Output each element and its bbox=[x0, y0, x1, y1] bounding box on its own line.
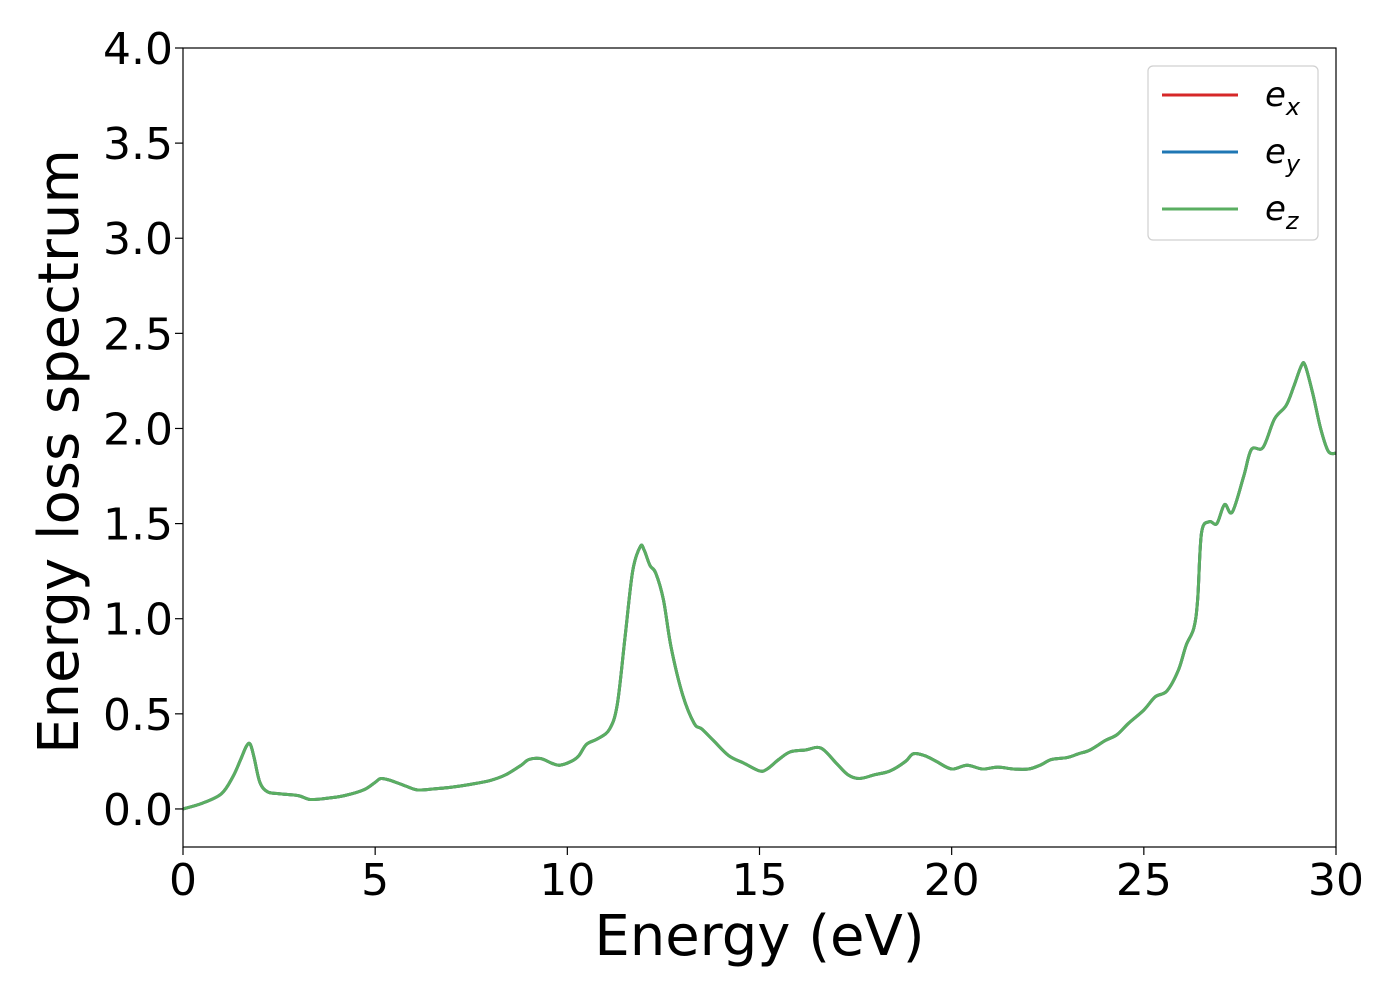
y-axis-label: Energy loss spectrum bbox=[27, 149, 92, 754]
y-tick-label: 3.0 bbox=[103, 214, 173, 265]
y-axis: 0.0 0.5 1.0 1.5 2.0 2.5 3.0 3.5 4.0 bbox=[103, 24, 183, 836]
x-tick-label: 10 bbox=[539, 855, 595, 906]
series-line-e-z bbox=[183, 361, 1336, 811]
x-axis: 0 5 10 15 20 25 30 bbox=[169, 847, 1364, 906]
y-tick-label: 0.5 bbox=[103, 690, 173, 741]
legend-label: ex bbox=[1265, 75, 1301, 121]
legend-label: ez bbox=[1265, 189, 1300, 235]
x-tick-label: 5 bbox=[361, 855, 389, 906]
legend-label: ey bbox=[1265, 132, 1301, 178]
y-tick-label: 3.5 bbox=[103, 119, 173, 170]
x-tick-label: 15 bbox=[732, 855, 788, 906]
y-tick-label: 2.5 bbox=[103, 309, 173, 360]
x-tick-label: 20 bbox=[924, 855, 980, 906]
x-axis-label: Energy (eV) bbox=[594, 904, 924, 969]
x-tick-label: 0 bbox=[169, 855, 197, 906]
x-tick-label: 30 bbox=[1308, 855, 1364, 906]
y-tick-label: 1.0 bbox=[103, 595, 173, 646]
y-tick-label: 1.5 bbox=[103, 500, 173, 551]
x-tick-label: 25 bbox=[1116, 855, 1172, 906]
y-tick-label: 0.0 bbox=[103, 785, 173, 836]
y-tick-label: 4.0 bbox=[103, 24, 173, 75]
series-layer bbox=[183, 361, 1336, 811]
y-tick-label: 2.0 bbox=[103, 404, 173, 455]
legend: ex ey ez bbox=[1147, 65, 1319, 241]
